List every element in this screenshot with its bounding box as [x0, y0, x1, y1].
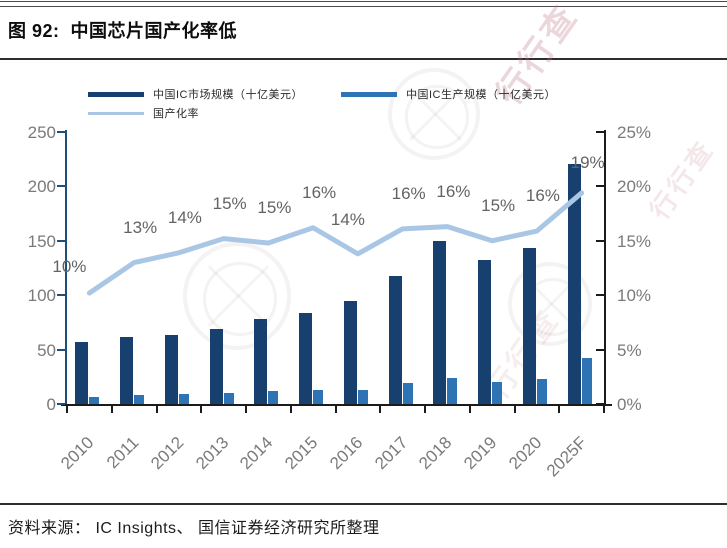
legend-label: 中国IC市场规模（十亿美元）	[153, 89, 303, 101]
rate-data-label: 16%	[525, 186, 560, 205]
right-axis-tick	[596, 348, 604, 351]
rate-data-label: 19%	[570, 152, 605, 172]
bar-production-2018	[447, 377, 458, 404]
bar-market-2015	[299, 312, 313, 404]
right-axis-tick-label: 0%	[617, 395, 642, 414]
right-axis-tick-label: 15%	[617, 231, 652, 251]
bar-production-2020	[536, 378, 547, 404]
x-axis-line	[61, 404, 612, 406]
rate-data-label: 14%	[330, 209, 365, 229]
right-axis-line	[604, 130, 606, 406]
bar-production-2019	[492, 382, 503, 404]
legend-swatch-icon	[88, 91, 144, 97]
bar-market-2011	[120, 336, 134, 404]
bar-production-2017	[402, 383, 413, 404]
left-axis-tick-label: 250	[27, 123, 56, 142]
x-axis-tick	[155, 406, 158, 413]
bar-market-2019	[478, 260, 492, 404]
left-axis-line	[65, 130, 67, 406]
x-axis-tick	[603, 406, 605, 413]
bar-market-2012	[164, 335, 178, 404]
right-axis-tick-label: 10%	[617, 286, 652, 306]
x-axis-tick	[334, 406, 337, 413]
bar-production-2011	[134, 395, 145, 404]
x-axis-tick	[200, 406, 203, 413]
legend-item: 国产化率	[88, 105, 341, 121]
bar-market-2014	[254, 319, 268, 404]
left-axis-tick	[57, 185, 65, 188]
bar-market-2010	[75, 341, 89, 404]
bar-production-2010	[89, 397, 100, 404]
right-axis-tick-label: 5%	[617, 340, 642, 360]
x-axis-tick	[513, 406, 516, 413]
legend-swatch-icon	[88, 111, 144, 115]
left-axis-tick-label: 0	[46, 395, 56, 414]
rate-data-label: 16%	[391, 183, 426, 203]
left-axis-tick	[57, 131, 65, 133]
rate-data-label: 15%	[257, 197, 292, 217]
legend-item: 中国IC市场规模（十亿美元）	[88, 86, 341, 102]
x-axis-tick	[558, 406, 561, 413]
bar-market-2020	[522, 248, 536, 404]
left-axis-tick	[57, 294, 65, 297]
right-axis-tick	[596, 294, 604, 297]
bar-market-2016	[343, 300, 357, 404]
right-axis-tick-label: 20%	[617, 177, 652, 197]
rate-data-label: 15%	[481, 195, 516, 215]
legend-label: 中国IC生产规模（十亿美元）	[406, 89, 556, 101]
left-axis-tick-label: 150	[27, 231, 56, 251]
x-axis-tick	[289, 406, 292, 413]
bar-market-2017	[388, 275, 402, 404]
left-axis-tick	[57, 348, 65, 351]
legend-item: 中国IC生产规模（十亿美元）	[341, 86, 594, 102]
title-divider-line	[0, 58, 727, 60]
right-axis-tick	[596, 185, 604, 188]
watermark-logo-icon	[183, 242, 291, 350]
left-axis-tick-label: 200	[27, 177, 56, 197]
bar-production-2016	[357, 389, 368, 404]
top-border-line-2	[0, 6, 727, 7]
bar-production-2013	[223, 393, 234, 404]
rate-data-label: 13%	[123, 217, 158, 237]
left-axis-tick	[57, 403, 65, 405]
bar-production-2014	[268, 390, 279, 404]
left-axis-tick-label: 100	[27, 286, 56, 306]
bar-market-2013	[209, 328, 223, 404]
right-axis-tick	[596, 403, 604, 405]
figure-title: 图 92: 中国芯片国产化率低	[8, 21, 238, 41]
legend-swatch-icon	[341, 91, 397, 97]
x-axis-tick	[245, 406, 247, 413]
bar-production-2012	[178, 394, 189, 404]
x-axis-tick	[468, 406, 471, 413]
chart-legend: 中国IC市场规模（十亿美元） 中国IC生产规模（十亿美元） 国产化率	[88, 86, 648, 121]
top-border-line-1	[0, 1, 727, 2]
bar-production-2015	[313, 389, 324, 404]
rate-data-label: 15%	[212, 193, 247, 213]
x-axis-tick	[379, 406, 382, 413]
legend-label: 国产化率	[153, 108, 199, 120]
left-axis-tick	[57, 239, 65, 242]
rate-data-label: 16%	[302, 182, 337, 202]
rate-data-label: 10%	[52, 257, 87, 277]
bar-market-2018	[433, 240, 447, 404]
bar-market-2025F	[567, 163, 581, 404]
right-axis-tick	[596, 239, 604, 242]
bar-production-2025F	[581, 358, 592, 404]
x-axis-tick	[110, 406, 113, 413]
source-text: 资料来源： IC Insights、 国信证券经济研究所整理	[8, 520, 380, 537]
right-axis-tick	[596, 131, 604, 133]
watermark-text: 行行查	[644, 133, 721, 225]
rate-data-label: 16%	[436, 181, 471, 201]
right-axis-tick-label: 25%	[617, 123, 652, 142]
x-axis-tick	[66, 406, 68, 413]
left-axis-tick-label: 50	[37, 340, 56, 360]
rate-data-label: 14%	[167, 207, 202, 227]
x-axis-tick	[424, 406, 426, 413]
source-divider-line	[0, 503, 727, 505]
